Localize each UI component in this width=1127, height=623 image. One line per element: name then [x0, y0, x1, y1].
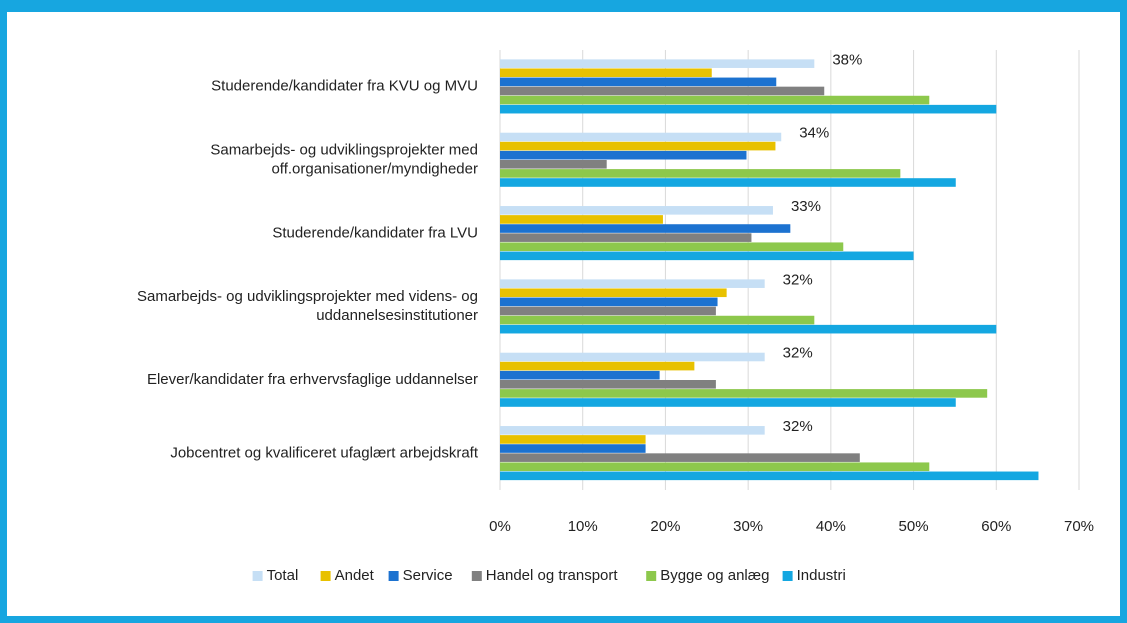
bar — [500, 297, 718, 307]
x-tick-label: 50% — [899, 518, 929, 535]
legend-label: Total — [267, 567, 299, 584]
data-label: 34% — [799, 125, 829, 142]
bar — [500, 160, 607, 169]
bar — [500, 361, 695, 371]
data-label: 38% — [832, 51, 862, 68]
bar — [500, 444, 646, 453]
bar — [500, 279, 765, 288]
x-tick-label: 70% — [1064, 518, 1094, 535]
bar — [500, 59, 815, 68]
bar — [500, 462, 930, 472]
top-band — [0, 0, 1127, 12]
x-tick-label: 20% — [650, 518, 680, 535]
x-tick-label: 30% — [733, 518, 763, 535]
bar — [500, 104, 997, 114]
bar — [500, 251, 914, 261]
bar — [500, 242, 844, 252]
legend-swatch — [646, 571, 657, 581]
bar — [500, 288, 727, 298]
bar — [500, 178, 956, 187]
legend-label: Industri — [797, 567, 846, 584]
legend-swatch — [471, 571, 482, 581]
legend-label: Andet — [335, 567, 375, 584]
bar — [500, 150, 747, 160]
y-tick-label: Studerende/kandidater fra LVU — [272, 224, 478, 241]
legend-swatch — [782, 571, 793, 581]
legend-swatch — [320, 571, 331, 581]
data-label: 32% — [783, 418, 813, 435]
bar — [500, 435, 646, 444]
y-tick-label: Jobcentret og kvalificeret ufaglært arbe… — [170, 444, 478, 461]
y-tick-label: Samarbejds- og udviklingsprojekter med of… — [210, 141, 478, 177]
bar — [500, 86, 825, 96]
bar — [500, 389, 988, 398]
x-tick-label: 60% — [981, 518, 1011, 535]
y-tick-label: Studerende/kandidater fra KVU og MVU — [211, 78, 478, 95]
bar — [500, 426, 765, 435]
bar — [500, 324, 997, 334]
data-label: 32% — [783, 345, 813, 362]
bar — [500, 398, 956, 407]
legend-swatch — [388, 571, 399, 581]
bar — [500, 233, 752, 242]
bar — [500, 132, 782, 142]
bar — [500, 352, 765, 362]
x-tick-label: 0% — [489, 518, 511, 535]
y-tick-label: Samarbejds- og udviklingsprojekter med v… — [137, 288, 478, 324]
y-tick-label: Elever/kandidater fra erhvervsfaglige ud… — [147, 371, 478, 388]
bar — [500, 315, 815, 325]
legend-label: Service — [403, 567, 453, 584]
bar — [500, 215, 663, 224]
bar — [500, 206, 773, 215]
bar — [500, 471, 1039, 481]
bar — [500, 370, 660, 380]
bar — [500, 224, 791, 233]
data-label: 33% — [791, 198, 821, 215]
legend-swatch — [252, 571, 263, 581]
bar — [500, 77, 777, 87]
bar — [500, 306, 716, 316]
x-tick-label: 10% — [568, 518, 598, 535]
bar — [500, 380, 716, 389]
data-label: 32% — [783, 271, 813, 288]
x-tick-label: 40% — [816, 518, 846, 535]
bar — [500, 169, 901, 178]
bar — [500, 68, 712, 78]
bar — [500, 141, 776, 151]
bar — [500, 95, 930, 105]
bar — [500, 453, 860, 462]
legend-label: Bygge og anlæg — [660, 567, 769, 584]
legend-label: Handel og transport — [486, 567, 619, 584]
